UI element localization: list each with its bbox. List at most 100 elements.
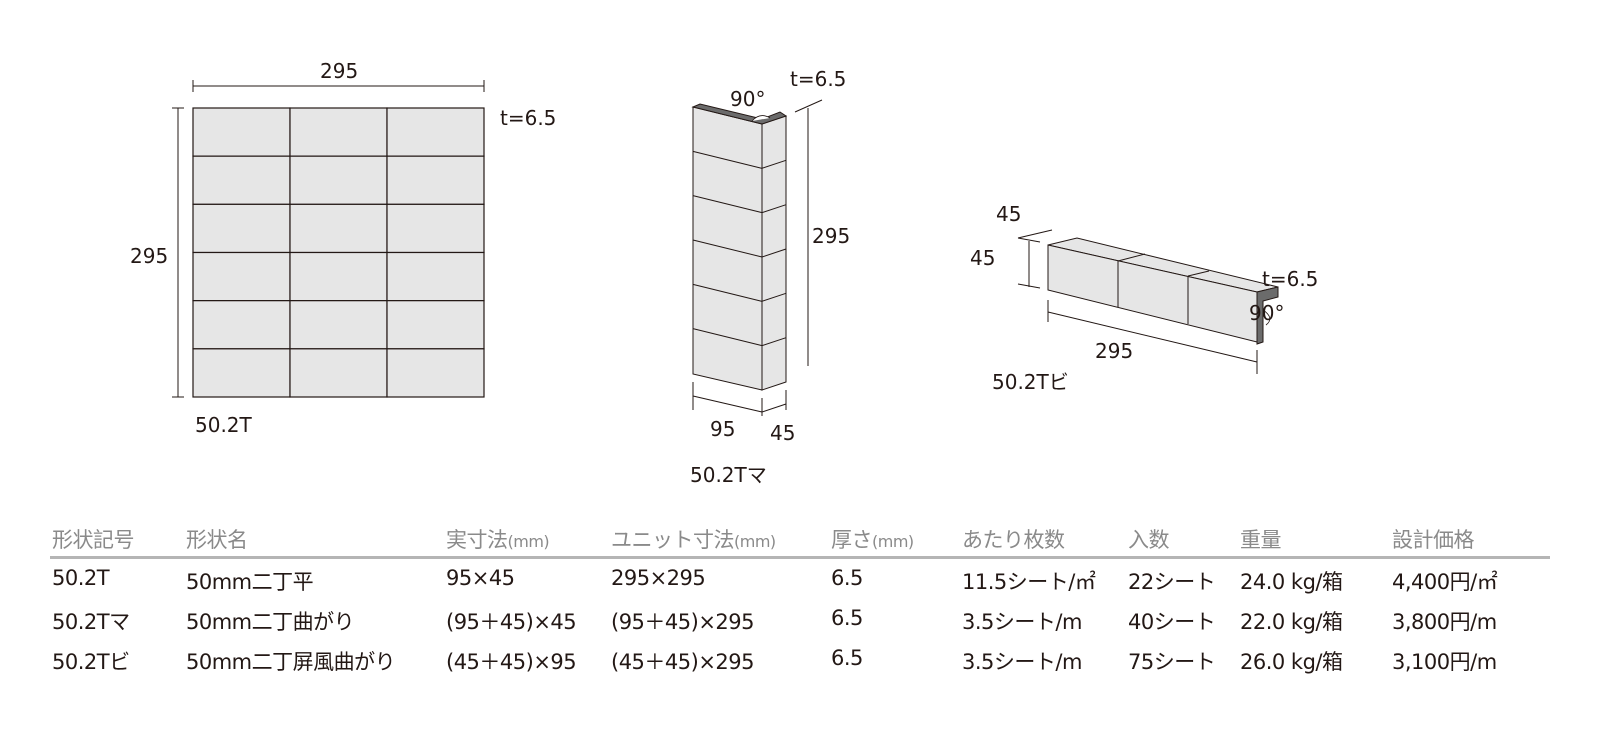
corner-height-label: 295: [812, 224, 850, 248]
table-cell: 75シート: [1128, 650, 1216, 674]
table-cell: 26.0 kg/箱: [1240, 650, 1343, 674]
column-header-unit: (mm): [872, 532, 914, 551]
table-cell: 4,400円/㎡: [1392, 570, 1498, 594]
strip-end-edge: [1256, 286, 1279, 345]
tile-joint: [761, 292, 787, 302]
table-cell: 11.5シート/㎡: [962, 570, 1096, 594]
table-cell: 50mm二丁屏風曲がり: [186, 650, 396, 674]
thickness-leader: [794, 99, 823, 113]
tile: [192, 348, 291, 398]
corner-face-b-label: 45: [770, 421, 795, 445]
table-cell: 50mm二丁曲がり: [186, 610, 355, 634]
tile: [386, 348, 485, 398]
column-header: 入数: [1128, 524, 1170, 554]
face-a-dimension-line: [692, 395, 763, 413]
table-cell: 3,800円/m: [1392, 610, 1497, 634]
flat-code-label: 50.2T: [195, 413, 253, 437]
face-b-dimension-line: [761, 403, 787, 413]
column-header-label: 厚さ: [831, 528, 873, 552]
table-cell: 3.5シート/m: [962, 610, 1082, 634]
tile: [386, 251, 485, 302]
table-cell: 22シート: [1128, 570, 1216, 594]
header-divider: [50, 556, 1550, 559]
flat-width-label: 295: [320, 59, 358, 83]
strip-length-label: 295: [1095, 339, 1133, 363]
strip-length-dimension-line: [1047, 311, 1258, 363]
column-header: ユニット寸法(mm): [611, 524, 776, 554]
tile-joint: [692, 150, 763, 169]
tile-joint: [692, 195, 763, 214]
table-cell: 6.5: [831, 646, 863, 670]
tile: [192, 251, 291, 302]
strip-angle-label: 90°: [1249, 301, 1284, 325]
column-header: 実寸法(mm): [446, 524, 550, 554]
tile-joint: [692, 328, 763, 347]
flat-sheet-diagram: 295 295 t=6.5 50.2T: [130, 59, 556, 437]
tile: [289, 203, 388, 254]
tile: [386, 155, 485, 205]
column-header-label: 入数: [1128, 528, 1170, 552]
corner-code-label: 50.2Tマ: [690, 463, 767, 487]
tile: [386, 107, 485, 157]
tile: [289, 107, 388, 157]
table-cell: 50mm二丁平: [186, 570, 314, 594]
column-header-label: ユニット寸法: [611, 528, 735, 552]
tile-joint: [692, 283, 763, 302]
strip-top-joint: [1187, 270, 1210, 277]
corner-piece-diagram: 90° t=6.5 295 95 45 50.2Tマ: [690, 67, 850, 487]
column-header-unit: (mm): [507, 532, 550, 551]
table-cell: 50.2Tビ: [52, 650, 130, 674]
tile: [289, 348, 388, 398]
column-header: 形状名: [186, 524, 248, 554]
column-header-label: 形状名: [186, 528, 248, 552]
strip-code-label: 50.2Tビ: [992, 370, 1069, 394]
strip-piece-diagram: 45 45 295 t=6.5 90° 50.2Tビ: [970, 202, 1318, 394]
column-header-label: 設計価格: [1392, 528, 1475, 552]
dimension-tick: [1017, 237, 1041, 243]
table-cell: 40シート: [1128, 610, 1216, 634]
table-cell: 3.5シート/m: [962, 650, 1082, 674]
strip-depth-dimension-line: [1017, 229, 1053, 239]
corner-face-a-label: 95: [710, 417, 735, 441]
table-cell: 3,100円/m: [1392, 650, 1497, 674]
corner-thickness-label: t=6.5: [790, 67, 846, 91]
angle-arc: [751, 115, 771, 122]
table-cell: 50.2Tマ: [52, 610, 130, 634]
table-cell: (45＋45)×95: [446, 650, 577, 674]
table-cell: 22.0 kg/箱: [1240, 610, 1343, 634]
tile-joint: [761, 159, 787, 169]
table-cell: 95×45: [446, 566, 515, 590]
flat-height-label: 295: [130, 244, 168, 268]
table-cell: 295×295: [611, 566, 706, 590]
column-header: 形状記号: [52, 524, 135, 554]
table-cell: 50.2T: [52, 566, 110, 590]
tile: [192, 107, 291, 157]
angle-arc: [1262, 309, 1271, 326]
table-cell: 24.0 kg/箱: [1240, 570, 1343, 594]
table-cell: 6.5: [831, 566, 863, 590]
flat-thickness-label: t=6.5: [500, 106, 556, 130]
tile-joint: [761, 337, 787, 347]
dimension-tick: [1017, 283, 1041, 289]
column-header-label: 実寸法: [446, 528, 508, 552]
strip-height-label: 45: [970, 246, 995, 270]
column-header: 厚さ(mm): [831, 524, 914, 554]
column-header-unit: (mm): [734, 532, 776, 551]
strip-thickness-label: t=6.5: [1262, 267, 1318, 291]
column-header-label: 形状記号: [52, 528, 135, 552]
column-header: 重量: [1240, 524, 1282, 554]
table-cell: (95＋45)×295: [611, 610, 755, 634]
strip-depth-label: 45: [996, 202, 1021, 226]
table-cell: (95＋45)×45: [446, 610, 577, 634]
strip-top-joint: [1117, 253, 1146, 262]
table-cell: (45＋45)×295: [611, 650, 755, 674]
corner-angle-label: 90°: [730, 87, 765, 111]
corner-tile-joints: [692, 150, 787, 347]
column-header: あたり枚数: [962, 524, 1065, 554]
tile-joint: [761, 204, 787, 214]
flat-sheet-tiles: [192, 107, 485, 398]
tile: [289, 300, 388, 350]
column-header: 設計価格: [1392, 524, 1475, 554]
